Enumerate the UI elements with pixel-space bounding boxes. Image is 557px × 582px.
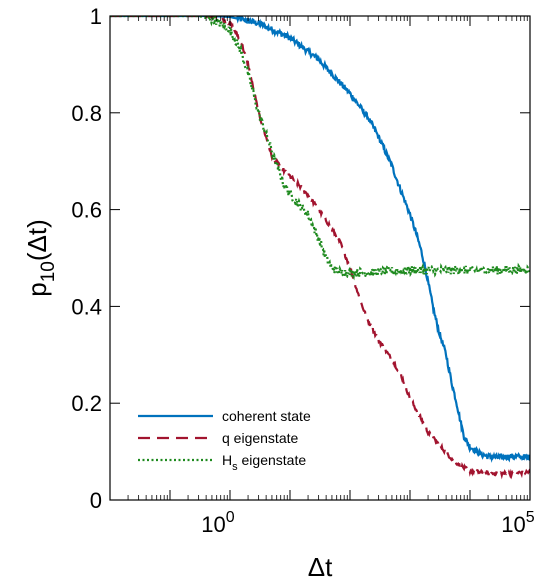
y-tick-label: 0.8 xyxy=(71,101,102,126)
legend-label-2: q eigenstate xyxy=(222,430,298,446)
y-tick-label: 0.2 xyxy=(71,391,102,416)
y-tick-label: 0 xyxy=(90,488,102,513)
y-tick-label: 0.6 xyxy=(71,198,102,223)
legend: coherent state q eigenstate Hs eigenstate xyxy=(138,408,311,473)
legend-label-1: coherent state xyxy=(222,408,311,424)
series-line-3 xyxy=(110,16,530,281)
x-tick-label: 105 xyxy=(501,509,534,537)
series-line-2 xyxy=(110,16,530,480)
y-axis-label: p10(Δt) xyxy=(22,219,59,297)
y-tick-label: 1 xyxy=(90,4,102,29)
series-layer xyxy=(110,16,530,480)
series-line-1 xyxy=(110,16,530,463)
y-tick-labels: 0 0.2 0.4 0.6 0.8 1 xyxy=(71,4,102,513)
axis-ticks xyxy=(109,15,531,501)
legend-label-3: Hs eigenstate xyxy=(222,452,306,473)
x-tick-labels: 100 105 xyxy=(201,509,534,537)
plot-area-frame xyxy=(109,15,531,501)
x-tick-label: 100 xyxy=(201,509,234,537)
x-axis-label: Δt xyxy=(308,552,333,582)
y-tick-label: 0.4 xyxy=(71,294,102,319)
